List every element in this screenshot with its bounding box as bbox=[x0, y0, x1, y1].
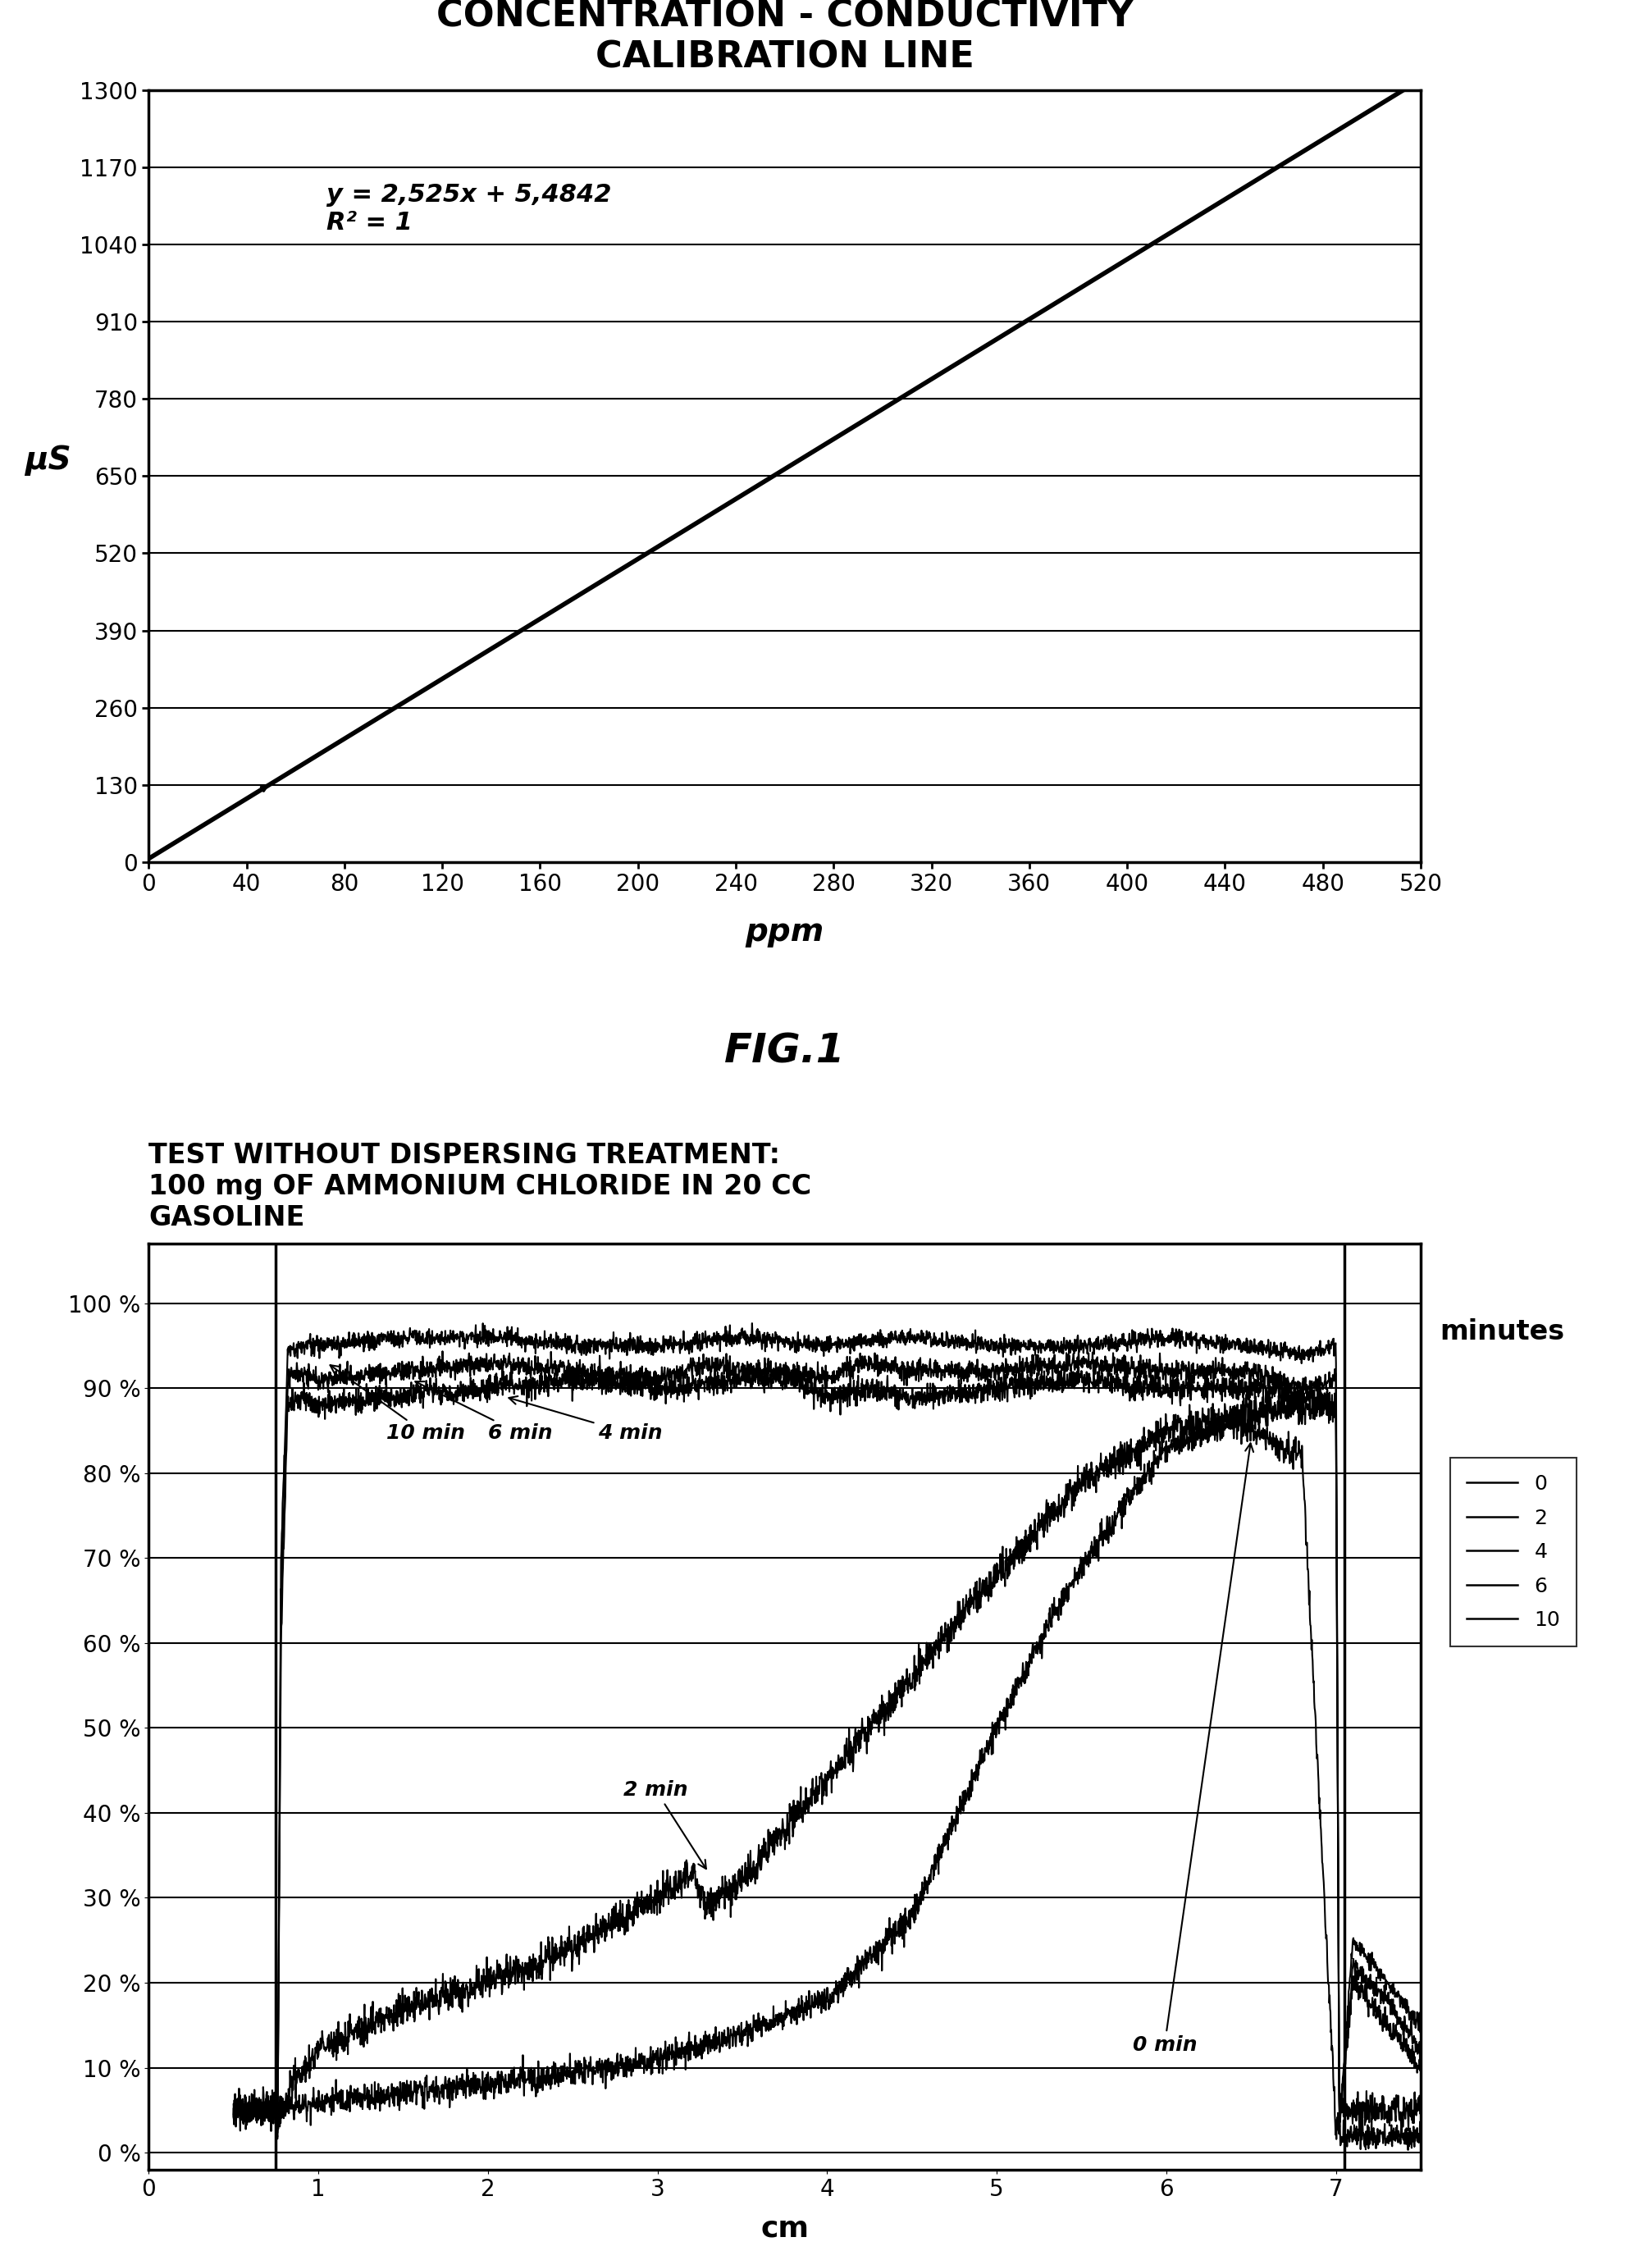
Text: 6 min: 6 min bbox=[415, 1381, 552, 1444]
Y-axis label: μS: μS bbox=[25, 445, 71, 477]
Text: y = 2,525x + 5,4842
R² = 1: y = 2,525x + 5,4842 R² = 1 bbox=[327, 183, 611, 235]
Text: 2 min: 2 min bbox=[623, 1781, 705, 1869]
Text: TEST WITHOUT DISPERSING TREATMENT:
100 mg OF AMMONIUM CHLORIDE IN 20 CC
GASOLINE: TEST WITHOUT DISPERSING TREATMENT: 100 m… bbox=[149, 1141, 811, 1232]
X-axis label: cm: cm bbox=[760, 2215, 809, 2242]
Text: 0 min: 0 min bbox=[1132, 1444, 1254, 2054]
Text: FIG.1: FIG.1 bbox=[724, 1031, 846, 1071]
Text: 4 min: 4 min bbox=[509, 1397, 662, 1444]
Title: CONCENTRATION - CONDUCTIVITY
CALIBRATION LINE: CONCENTRATION - CONDUCTIVITY CALIBRATION… bbox=[436, 0, 1133, 75]
Legend: 0, 2, 4, 6, 10: 0, 2, 4, 6, 10 bbox=[1450, 1458, 1576, 1645]
Text: minutes: minutes bbox=[1441, 1318, 1564, 1345]
X-axis label: ppm: ppm bbox=[745, 915, 824, 947]
Text: 10 min: 10 min bbox=[330, 1365, 464, 1444]
